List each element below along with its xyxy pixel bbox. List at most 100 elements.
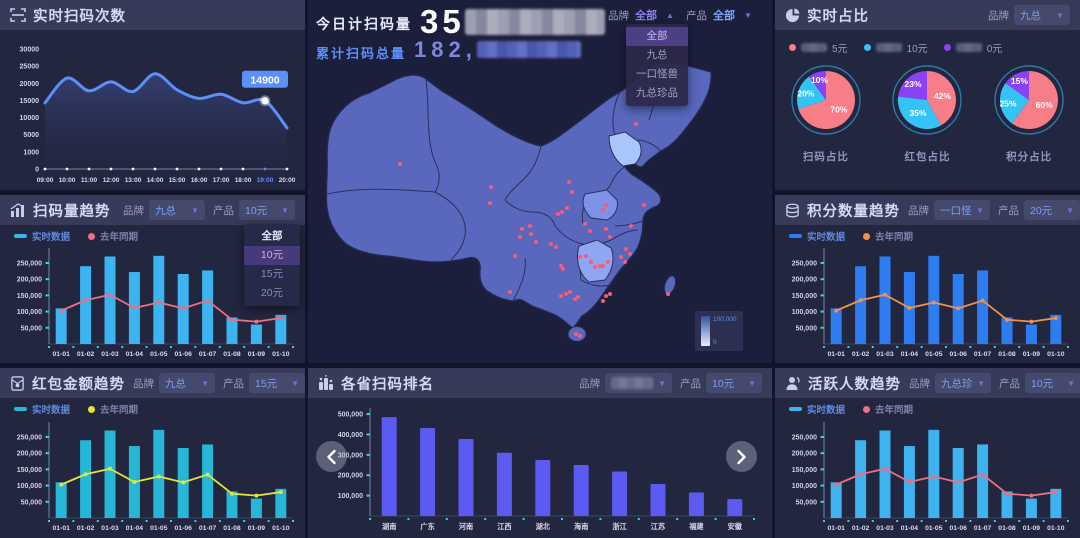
- brand-select[interactable]: 九总 ▼: [1014, 5, 1070, 25]
- product-select[interactable]: 10元 ▼: [1025, 373, 1080, 393]
- svg-text:01-02: 01-02: [852, 351, 870, 358]
- menu-item-selected[interactable]: 10元: [244, 246, 300, 265]
- svg-text:01-03: 01-03: [101, 525, 119, 532]
- menu-item[interactable]: 全部: [261, 230, 283, 242]
- svg-text:30000: 30000: [20, 47, 40, 54]
- panel-title: 活跃人数趋势: [808, 376, 901, 393]
- chevron-down-icon: ▼: [748, 378, 756, 388]
- svg-text:01-09: 01-09: [1023, 351, 1041, 358]
- line-series-swatch: [88, 405, 96, 413]
- panel-header: 实时扫码次数: [0, 0, 305, 30]
- product-select[interactable]: 10元 ▼: [239, 200, 295, 220]
- panel-header: 各省扫码排名 品牌 ▼ 产品 10元 ▼: [308, 368, 772, 398]
- scan-trend-chart[interactable]: 50,000 100,000 150,000 200,000 250,000 01-01 0…: [3, 244, 301, 360]
- svg-text:01-03: 01-03: [101, 351, 119, 358]
- product-select[interactable]: 15元 ▼: [249, 373, 305, 393]
- menu-item[interactable]: 15元: [260, 268, 284, 280]
- line-series-swatch: [863, 232, 871, 240]
- scan-ratio-pie[interactable]: 70% 20% 10%: [782, 56, 870, 144]
- svg-text:10:00: 10:00: [59, 177, 76, 184]
- panel-redpacket-trend: 红包金额趋势 品牌 九总 ▼ 产品 15元 ▼ 实时数据 去年同期 50,000 10…: [0, 368, 305, 538]
- chart-legend: 实时数据 去年同期: [14, 402, 138, 416]
- brand-select[interactable]: ▼: [605, 373, 672, 393]
- svg-text:42%: 42%: [934, 91, 951, 101]
- map-brand-control: 品牌 全部 ▲: [608, 7, 674, 23]
- line-series-swatch: [88, 232, 96, 240]
- brand-select[interactable]: 九总 ▼: [159, 373, 215, 393]
- product-select[interactable]: 10元 ▼: [706, 373, 762, 393]
- product-select[interactable]: 20元 ▼: [1024, 200, 1080, 220]
- svg-text:18:00: 18:00: [235, 177, 252, 184]
- points-trend-chart[interactable]: 50,000 100,000 150,000 200,000 250,000 01-01 0…: [778, 244, 1076, 360]
- svg-text:11:00: 11:00: [81, 177, 98, 184]
- redpacket-ratio-pie[interactable]: 42% 35% 23%: [883, 56, 971, 144]
- menu-item[interactable]: 九总珍品: [636, 87, 678, 99]
- svg-text:0: 0: [35, 167, 39, 174]
- svg-text:12:00: 12:00: [103, 177, 120, 184]
- svg-text:01-10: 01-10: [272, 525, 290, 532]
- bar-series-swatch: [14, 234, 27, 238]
- panel-header: 红包金额趋势 品牌 九总 ▼ 产品 15元 ▼: [0, 368, 305, 398]
- svg-text:01-07: 01-07: [974, 351, 992, 358]
- map-heat-legend: 100,000 0: [695, 311, 743, 351]
- realtime-scan-chart[interactable]: 0 1000 5000 10000 15000 20000 25000 30000 09:00 1…: [3, 33, 301, 187]
- svg-text:浙江: 浙江: [612, 522, 627, 531]
- map-scan-dots: [398, 122, 670, 338]
- brand-select[interactable]: 九总珍 ▼: [935, 373, 991, 393]
- line-series-swatch: [863, 405, 871, 413]
- product-label: 产品: [213, 204, 234, 217]
- chevron-up-icon: ▲: [666, 10, 674, 20]
- svg-text:15000: 15000: [20, 98, 40, 105]
- svg-text:100,000: 100,000: [338, 493, 363, 500]
- svg-text:14:00: 14:00: [147, 177, 164, 184]
- menu-item[interactable]: 20元: [260, 287, 284, 299]
- svg-text:60%: 60%: [1036, 100, 1053, 110]
- svg-text:01-10: 01-10: [1047, 525, 1065, 532]
- product-label: 产品: [680, 377, 701, 390]
- svg-text:20000: 20000: [20, 81, 40, 88]
- menu-item[interactable]: 九总: [646, 49, 668, 61]
- product-label: 产品: [999, 377, 1020, 390]
- brand-label: 品牌: [908, 204, 929, 217]
- panel-header: 扫码量趋势 品牌 九总 ▼ 产品 10元 ▼: [0, 195, 305, 225]
- menu-item-selected[interactable]: 全部: [626, 27, 688, 46]
- map-product-select[interactable]: 全部: [713, 10, 735, 22]
- pie-icon: [785, 7, 800, 23]
- map-product-control: 产品 全部 ▼: [686, 7, 752, 23]
- svg-text:1000: 1000: [23, 149, 39, 156]
- legend-dot: [863, 44, 871, 51]
- next-page-button[interactable]: [726, 441, 757, 472]
- today-label: 今日计扫码量: [316, 16, 412, 32]
- legend-dot: [943, 44, 951, 51]
- brand-select[interactable]: 九总 ▼: [149, 200, 205, 220]
- svg-text:50,000: 50,000: [21, 499, 43, 506]
- svg-text:150,000: 150,000: [17, 467, 42, 474]
- china-map[interactable]: [320, 52, 766, 354]
- brand-select[interactable]: 一口怪 ▼: [934, 200, 990, 220]
- total-value-prefix: 182,: [414, 37, 477, 62]
- svg-text:01-02: 01-02: [77, 525, 95, 532]
- province-rank-chart[interactable]: 100,000 200,000 300,000 400,000 500,000 湖南 广东 河…: [314, 402, 766, 534]
- menu-item[interactable]: 一口怪兽: [636, 68, 678, 80]
- svg-text:200,000: 200,000: [792, 451, 817, 458]
- red-envelope-icon: [10, 375, 25, 391]
- svg-text:01-05: 01-05: [925, 351, 943, 358]
- svg-text:20%: 20%: [797, 88, 814, 98]
- today-value-redacted: [464, 9, 605, 35]
- prev-page-button[interactable]: [316, 441, 347, 472]
- points-ratio-pie[interactable]: 60% 25% 15%: [985, 56, 1073, 144]
- pie-caption: 红包占比: [904, 151, 951, 163]
- svg-text:16:00: 16:00: [191, 177, 208, 184]
- svg-text:17:00: 17:00: [213, 177, 230, 184]
- map-brand-select[interactable]: 全部: [635, 10, 657, 22]
- svg-text:01-06: 01-06: [950, 525, 968, 532]
- svg-text:100,000: 100,000: [792, 309, 817, 316]
- product-label: 产品: [686, 9, 707, 22]
- panel-points-trend: 积分数量趋势 品牌 一口怪 ▼ 产品 20元 ▼ 实时数据 去年同期 50,000 1…: [775, 195, 1080, 363]
- redpacket-trend-chart[interactable]: 50,000 100,000 150,000 200,000 250,000 01-01 0…: [3, 418, 301, 534]
- active-trend-chart[interactable]: 50,000 100,000 150,000 200,000 250,000 01-01 0…: [778, 418, 1076, 534]
- bar-series-swatch: [789, 234, 802, 238]
- svg-text:15:00: 15:00: [169, 177, 186, 184]
- svg-text:01-02: 01-02: [77, 351, 95, 358]
- highlight-province-hunan: [576, 239, 614, 283]
